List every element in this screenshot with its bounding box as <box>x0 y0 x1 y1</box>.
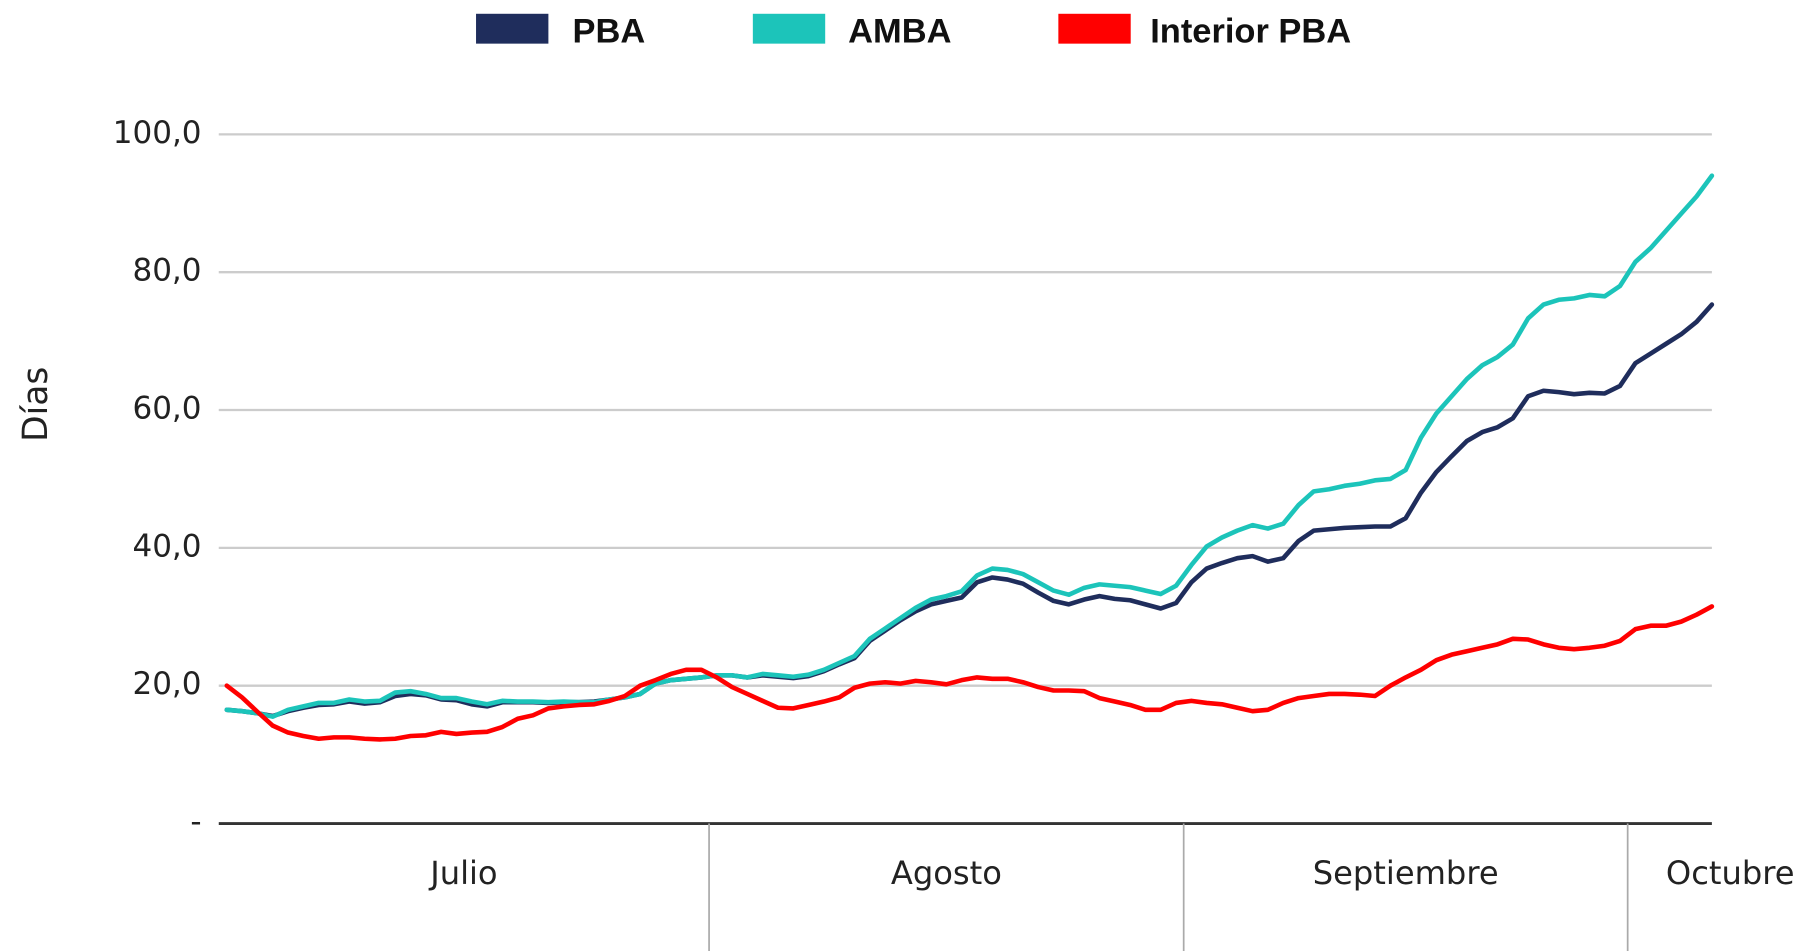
x-group-label: Julio <box>428 854 497 892</box>
legend-label: Interior PBA <box>1150 12 1351 50</box>
line <box>224 604 1715 742</box>
legend-swatch <box>752 13 826 44</box>
legend-swatch <box>1058 13 1131 44</box>
x-group-label: Agosto <box>891 854 1002 892</box>
y-tick-label: 20,0 <box>133 666 202 702</box>
y-axis-label: Días <box>16 367 56 442</box>
y-tick-label: 80,0 <box>133 253 202 289</box>
legend-label: AMBA <box>848 12 951 50</box>
x-group-label: Septiembre <box>1313 854 1499 892</box>
line <box>224 173 1715 719</box>
legend-swatch <box>476 13 549 44</box>
y-tick-label: 100,0 <box>113 115 202 151</box>
y-tick-label: - <box>190 804 201 840</box>
x-group-label: Octubre <box>1666 854 1795 892</box>
line <box>224 302 1715 719</box>
y-tick-label: 40,0 <box>133 528 202 564</box>
legend-label: PBA <box>573 12 646 50</box>
y-tick-label: 60,0 <box>133 391 202 427</box>
